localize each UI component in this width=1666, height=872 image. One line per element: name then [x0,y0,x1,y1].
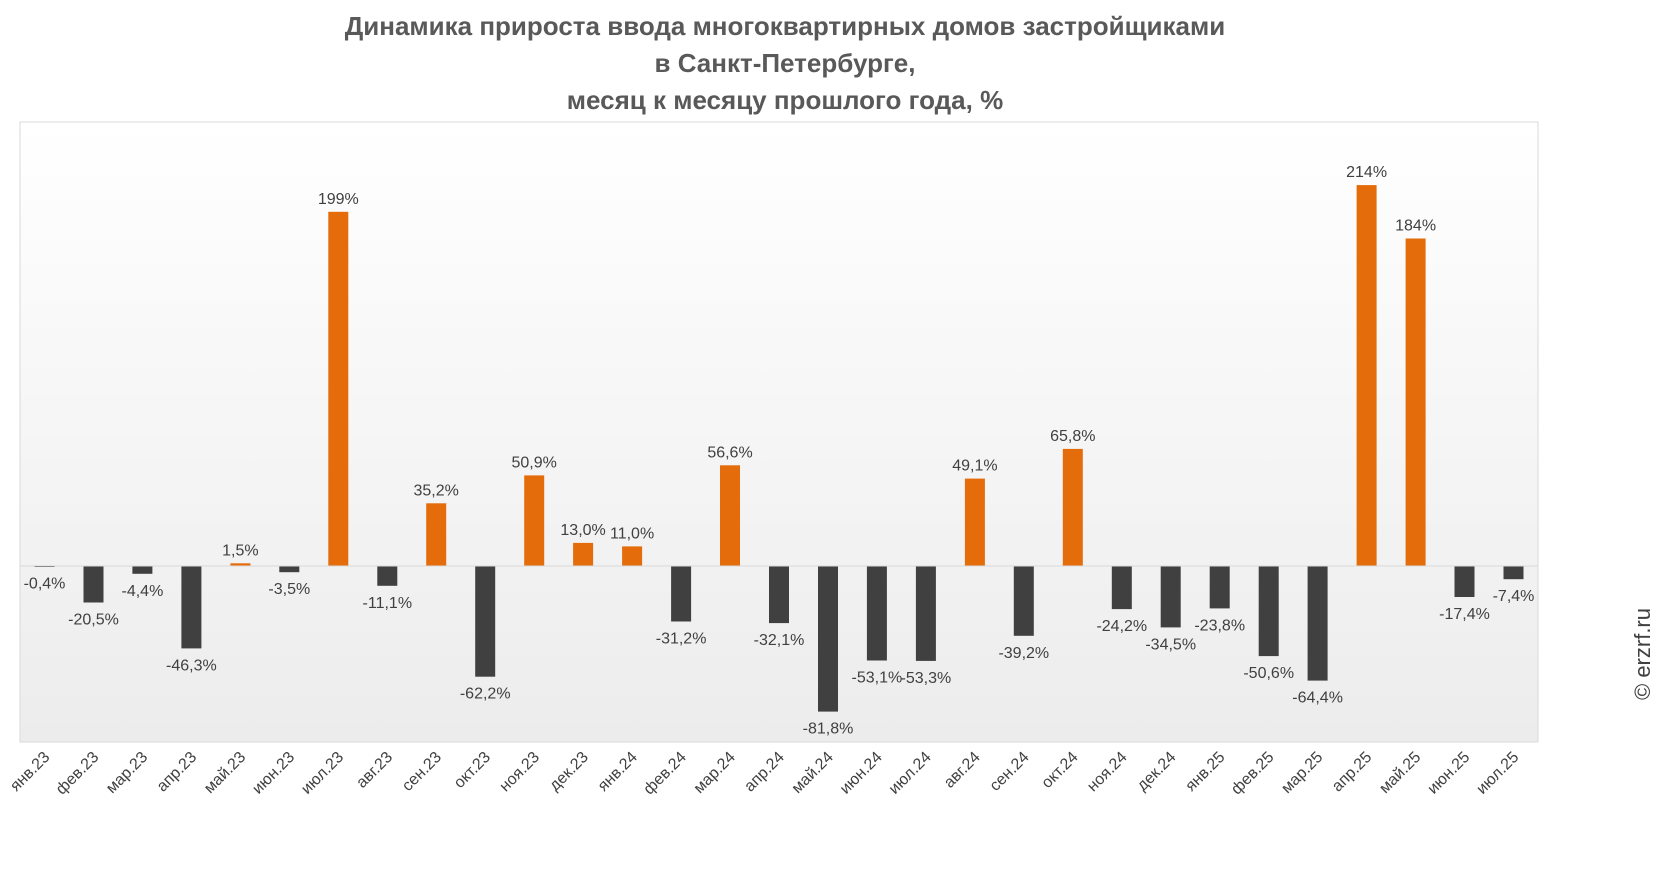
x-tick-label-сен.23: сен.23 [399,749,445,795]
x-tick-label-ноя.24: ноя.24 [1084,749,1130,795]
value-label-май.23: 1,5% [222,542,258,559]
value-label-май.24: -81,8% [803,721,854,738]
value-label-сен.24: -39,2% [998,645,1049,662]
value-label-июн.24: -53,1% [852,670,903,687]
bar-апр.23 [181,566,202,649]
value-label-дек.24: -34,5% [1145,636,1196,653]
value-label-июл.24: -53,3% [901,670,952,687]
value-label-мар.25: -64,4% [1292,690,1343,707]
value-label-мар.23: -4,4% [122,583,164,600]
bar-янв.24 [622,546,643,566]
plot-area [19,121,1539,743]
value-label-апр.23: -46,3% [166,657,217,674]
x-tick-label-апр.23: апр.23 [154,749,201,796]
x-tick-label-мар.23: мар.23 [103,749,151,797]
value-label-фев.24: -31,2% [656,631,707,648]
x-tick-label-ноя.23: ноя.23 [497,749,543,795]
x-tick-label-дек.23: дек.23 [546,749,592,795]
x-tick-label-июн.24: июн.24 [837,749,886,798]
value-label-апр.25: 214% [1346,164,1387,181]
value-label-янв.23: -0,4% [24,576,66,593]
value-label-фев.25: -50,6% [1243,665,1294,682]
bar-фев.23 [83,566,104,603]
value-label-апр.24: -32,1% [754,632,805,649]
x-tick-label-фев.24: фев.24 [641,749,690,798]
bar-ноя.23 [524,475,545,566]
bar-июн.23 [279,566,300,573]
value-label-июл.23: 199% [318,191,359,208]
value-label-янв.25: -23,8% [1194,617,1245,634]
watermark: © erzrf.ru [1630,608,1655,700]
chart-title-line-1: Динамика прироста ввода многоквартирных … [344,11,1226,41]
x-tick-label-июл.24: июл.24 [886,749,935,798]
bar-июн.25 [1454,566,1475,597]
bar-сен.23 [426,503,447,566]
x-tick-label-окт.23: окт.23 [451,749,494,792]
bar-апр.25 [1356,185,1377,566]
x-tick-label-май.23: май.23 [201,749,249,797]
chart-title-line-3: месяц к месяцу прошлого года, % [566,85,1004,115]
value-label-авг.24: 49,1% [952,458,997,475]
x-tick-label-апр.24: апр.24 [741,749,788,796]
value-label-авг.23: -11,1% [363,595,413,612]
bar-фев.25 [1258,566,1279,657]
value-label-окт.23: -62,2% [460,686,511,703]
x-tick-label-янв.25: янв.25 [1182,749,1228,795]
x-tick-label-июл.23: июл.23 [298,749,347,798]
x-tick-label-апр.25: апр.25 [1329,749,1376,796]
bar-мар.24 [720,465,740,566]
x-tick-label-янв.24: янв.24 [595,749,641,795]
bar-дек.23 [573,542,594,566]
x-tick-label-июл.25: июл.25 [1473,749,1522,798]
bar-июл.24 [915,566,936,661]
value-label-июн.25: -17,4% [1439,606,1490,623]
x-tick-label-дек.24: дек.24 [1134,749,1180,795]
value-label-июл.25: -7,4% [1493,588,1535,605]
x-tick-label-фев.23: фев.23 [53,749,102,798]
bar-авг.24 [964,478,985,566]
chart-title-line-2: в Санкт-Петербурге, [654,48,916,78]
x-tick-label-июн.23: июн.23 [249,749,298,798]
bar-июн.24 [866,566,887,661]
value-label-ноя.24: -24,2% [1096,618,1147,635]
bar-май.24 [818,566,838,712]
x-tick-label-мар.25: мар.25 [1278,749,1326,797]
value-label-окт.24: 65,8% [1050,428,1095,445]
x-tick-label-янв.23: янв.23 [7,749,53,795]
x-tick-label-мар.24: мар.24 [691,749,739,797]
bar-сен.24 [1013,566,1034,636]
bar-ноя.24 [1111,566,1132,610]
bar-июл.25 [1503,566,1524,580]
x-tick-label-май.24: май.24 [789,749,837,797]
bar-мар.23 [132,566,153,574]
x-tick-label-авг.23: авг.23 [353,749,396,792]
value-label-июн.23: -3,5% [268,581,310,598]
value-label-фев.23: -20,5% [68,612,119,629]
bar-апр.24 [769,566,789,624]
x-tick-label-май.25: май.25 [1376,749,1424,797]
value-label-сен.23: 35,2% [414,482,459,499]
bar-янв.25 [1209,566,1230,609]
chart-title: Динамика прироста ввода многоквартирных … [0,8,1570,119]
x-tick-label-окт.24: окт.24 [1039,749,1082,792]
bar-окт.23 [475,566,496,677]
x-tick-label-сен.24: сен.24 [987,749,1033,795]
value-label-май.25: 184% [1395,218,1436,235]
bar-авг.23 [377,566,398,586]
value-label-дек.23: 13,0% [560,522,605,539]
x-tick-label-фев.25: фев.25 [1228,749,1277,798]
bar-окт.24 [1062,448,1083,566]
value-label-ноя.23: 50,9% [512,454,557,471]
value-label-мар.24: 56,6% [707,444,752,461]
bar-май.25 [1405,238,1426,566]
bar-мар.25 [1307,566,1328,681]
value-label-янв.24: 11,0% [610,525,654,542]
bar-дек.24 [1160,566,1181,628]
x-tick-label-авг.24: авг.24 [941,749,984,792]
bar-фев.24 [671,566,692,622]
x-tick-label-июн.25: июн.25 [1425,749,1474,798]
bar-июл.23 [328,211,349,567]
bar-май.23 [230,563,251,566]
